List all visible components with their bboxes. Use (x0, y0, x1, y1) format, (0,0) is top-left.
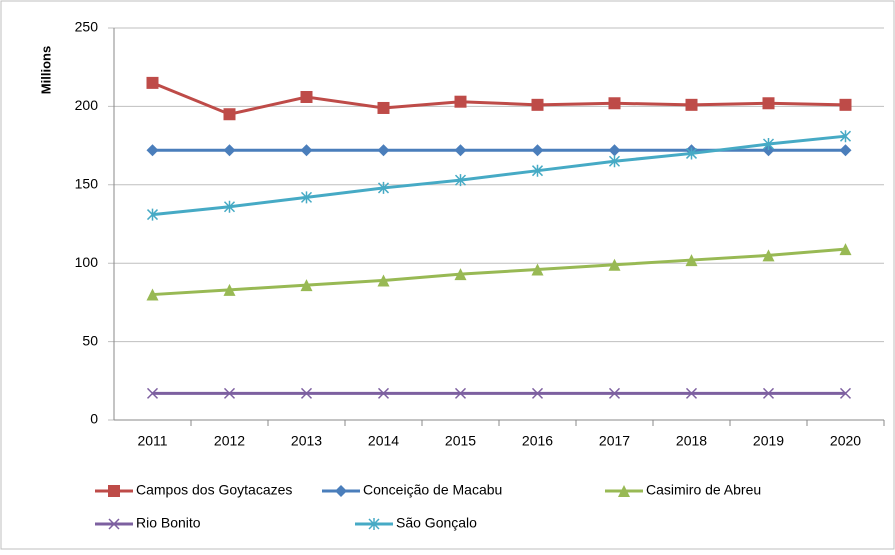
legend-label: Conceição de Macabu (363, 482, 502, 498)
marker (685, 254, 698, 267)
marker (146, 288, 159, 301)
marker (454, 268, 467, 281)
marker (531, 98, 544, 111)
marker (685, 98, 698, 111)
y-axis-label: Millions (38, 46, 53, 94)
marker (685, 147, 698, 160)
y-tick-label: 50 (82, 332, 98, 348)
legend-label: Campos dos Goytacazes (136, 482, 292, 498)
x-tick-label: 2012 (214, 433, 245, 449)
y-tick-label: 100 (75, 254, 99, 270)
marker (839, 243, 852, 256)
marker (146, 387, 159, 399)
y-tick-label: 200 (75, 97, 99, 113)
marker (531, 144, 544, 157)
marker (300, 144, 313, 157)
x-tick-label: 2013 (291, 433, 322, 449)
marker (300, 90, 313, 103)
x-tick-label: 2016 (522, 433, 553, 449)
marker (454, 95, 467, 108)
marker (377, 144, 390, 157)
marker (223, 283, 236, 296)
marker (223, 108, 236, 121)
series-line (152, 247, 846, 297)
marker (108, 485, 120, 497)
marker (685, 387, 698, 399)
marker (146, 144, 159, 157)
marker (377, 274, 390, 287)
marker (531, 263, 544, 276)
marker (531, 164, 544, 177)
marker (454, 174, 467, 187)
marker (839, 387, 852, 399)
marker (377, 101, 390, 114)
marker (146, 76, 159, 89)
marker (300, 387, 313, 399)
marker (762, 249, 775, 262)
marker (368, 518, 380, 530)
x-tick-label: 2018 (676, 433, 707, 449)
legend-label: Casimiro de Abreu (646, 482, 761, 498)
marker (377, 387, 390, 399)
x-tick-label: 2011 (137, 433, 167, 449)
marker (839, 98, 852, 111)
marker (762, 97, 775, 110)
y-tick-label: 150 (75, 176, 99, 192)
legend-label: São Gonçalo (396, 515, 477, 531)
marker (223, 144, 236, 157)
x-tick-label: 2015 (445, 433, 476, 449)
marker (618, 485, 630, 497)
marker (300, 279, 313, 292)
x-tick-label: 2017 (599, 433, 630, 449)
marker (839, 144, 852, 157)
marker (300, 191, 313, 204)
marker (146, 208, 159, 221)
marker (335, 485, 347, 497)
marker (377, 181, 390, 194)
marker (762, 138, 775, 151)
marker (223, 200, 236, 213)
marker (839, 130, 852, 143)
y-tick-label: 250 (75, 19, 99, 35)
marker (608, 144, 621, 157)
x-tick-label: 2019 (753, 433, 784, 449)
marker (608, 258, 621, 271)
marker (454, 387, 467, 399)
x-tick-label: 2020 (830, 433, 861, 449)
x-tick-label: 2014 (368, 433, 399, 449)
marker (108, 518, 120, 530)
marker (608, 155, 621, 168)
y-tick-label: 0 (90, 411, 98, 427)
marker (608, 97, 621, 110)
legend-label: Rio Bonito (136, 515, 201, 531)
marker (531, 387, 544, 399)
marker (454, 144, 467, 157)
marker (223, 387, 236, 399)
series-line (152, 134, 846, 217)
marker (608, 387, 621, 399)
series-line (151, 81, 846, 116)
marker (762, 387, 775, 399)
